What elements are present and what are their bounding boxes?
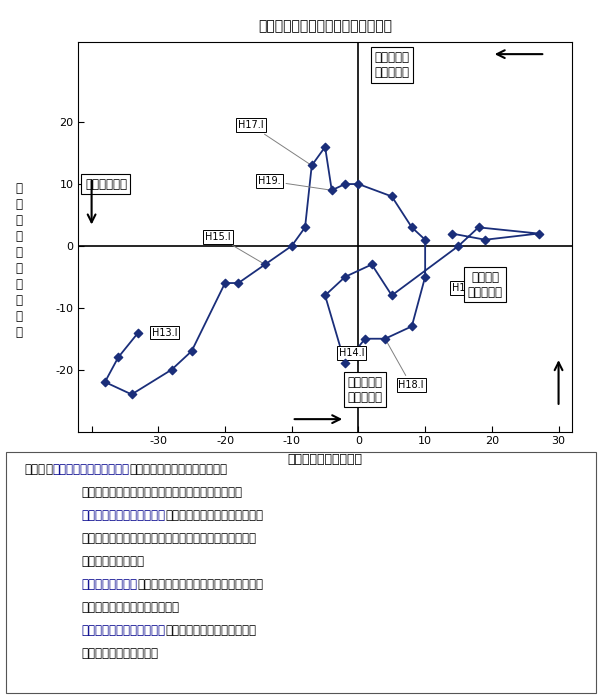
Point [307,160,317,171]
Point [220,278,230,289]
Text: み上がりが起きる。: み上がりが起きる。 [81,555,144,568]
Point [127,389,137,400]
Text: 適正水準を超えた在庫を減らすため、: 適正水準を超えた在庫を減らすため、 [137,578,263,591]
Text: 生産の伸びが鈍化し、在庫が適正水準を超え、在庫の積: 生産の伸びが鈍化し、在庫が適正水準を超え、在庫の積 [81,532,256,545]
Point [387,191,397,202]
Text: 「意図せざる在庫減局面」: 「意図せざる在庫減局面」 [81,624,166,637]
Point [407,222,417,233]
Point [420,234,430,245]
Text: 意図せざる
在庫増局面: 意図せざる 在庫増局面 [374,51,409,79]
X-axis label: 生産前年同期比（％）: 生産前年同期比（％） [288,453,362,466]
Point [407,321,417,332]
Point [320,141,330,152]
Point [260,259,270,270]
Text: 供給が需要より多くなると、: 供給が需要より多くなると、 [166,509,263,522]
Point [420,271,430,283]
Text: H17.Ⅰ: H17.Ⅰ [238,120,309,164]
Text: 在庫調整局面: 在庫調整局面 [85,177,127,191]
Text: 生産を抑え、在庫調整を図る。: 生産を抑え、在庫調整を図る。 [81,601,179,614]
Text: H13.Ⅰ: H13.Ⅰ [152,328,177,338]
Point [340,358,350,369]
Point [187,345,196,356]
Point [480,234,490,245]
Text: かず、在庫が減少する。: かず、在庫が減少する。 [81,647,158,660]
Point [340,271,350,283]
Point [387,290,397,301]
Point [534,228,544,239]
Point [320,290,330,301]
Point [300,222,310,233]
Point [287,240,297,251]
Text: 「在庫調整局面」: 「在庫調整局面」 [81,578,137,591]
Point [353,178,363,189]
Text: 需要が供給より多くなると、: 需要が供給より多くなると、 [129,463,227,476]
Point [474,222,483,233]
Text: 生産を拡大し、在庫を積み増して需要に対処する。: 生産を拡大し、在庫を積み増して需要に対処する。 [81,486,242,499]
Point [454,240,464,251]
Point [360,333,370,345]
Text: 意図せざる
在庫減局面: 意図せざる 在庫減局面 [347,376,383,404]
Text: H15.Ⅰ: H15.Ⅰ [205,232,262,263]
Point [134,327,143,338]
Title: （参考）　鉱工業総合の在庫循環図: （参考） 鉱工業総合の在庫循環図 [258,19,392,33]
Point [100,377,110,388]
Point [367,259,377,270]
Text: H19.: H19. [258,176,329,190]
Text: H16.Ⅰ: H16.Ⅰ [453,283,478,293]
Text: 在
庫
前
年
同
期
比
（
％
）: 在 庫 前 年 同 期 比 （ ％ ） [16,182,23,340]
Text: H14.Ⅰ: H14.Ⅰ [339,348,365,358]
Point [327,184,337,196]
Point [380,333,390,345]
Point [447,228,457,239]
Text: 「意図せざる在庫増局面」: 「意図せざる在庫増局面」 [81,509,166,522]
Text: （注）: （注） [24,463,45,476]
Point [340,178,350,189]
Text: 「意図した在庫増局面」: 「意図した在庫増局面」 [52,463,129,476]
Point [234,278,243,289]
Point [113,351,123,363]
Text: H18.Ⅰ: H18.Ⅰ [386,341,424,390]
Text: 需要の増加に生産が追いつ: 需要の増加に生産が追いつ [166,624,256,637]
Text: 意図した
在庫増局面: 意図した 在庫増局面 [468,271,503,299]
Point [167,364,176,375]
